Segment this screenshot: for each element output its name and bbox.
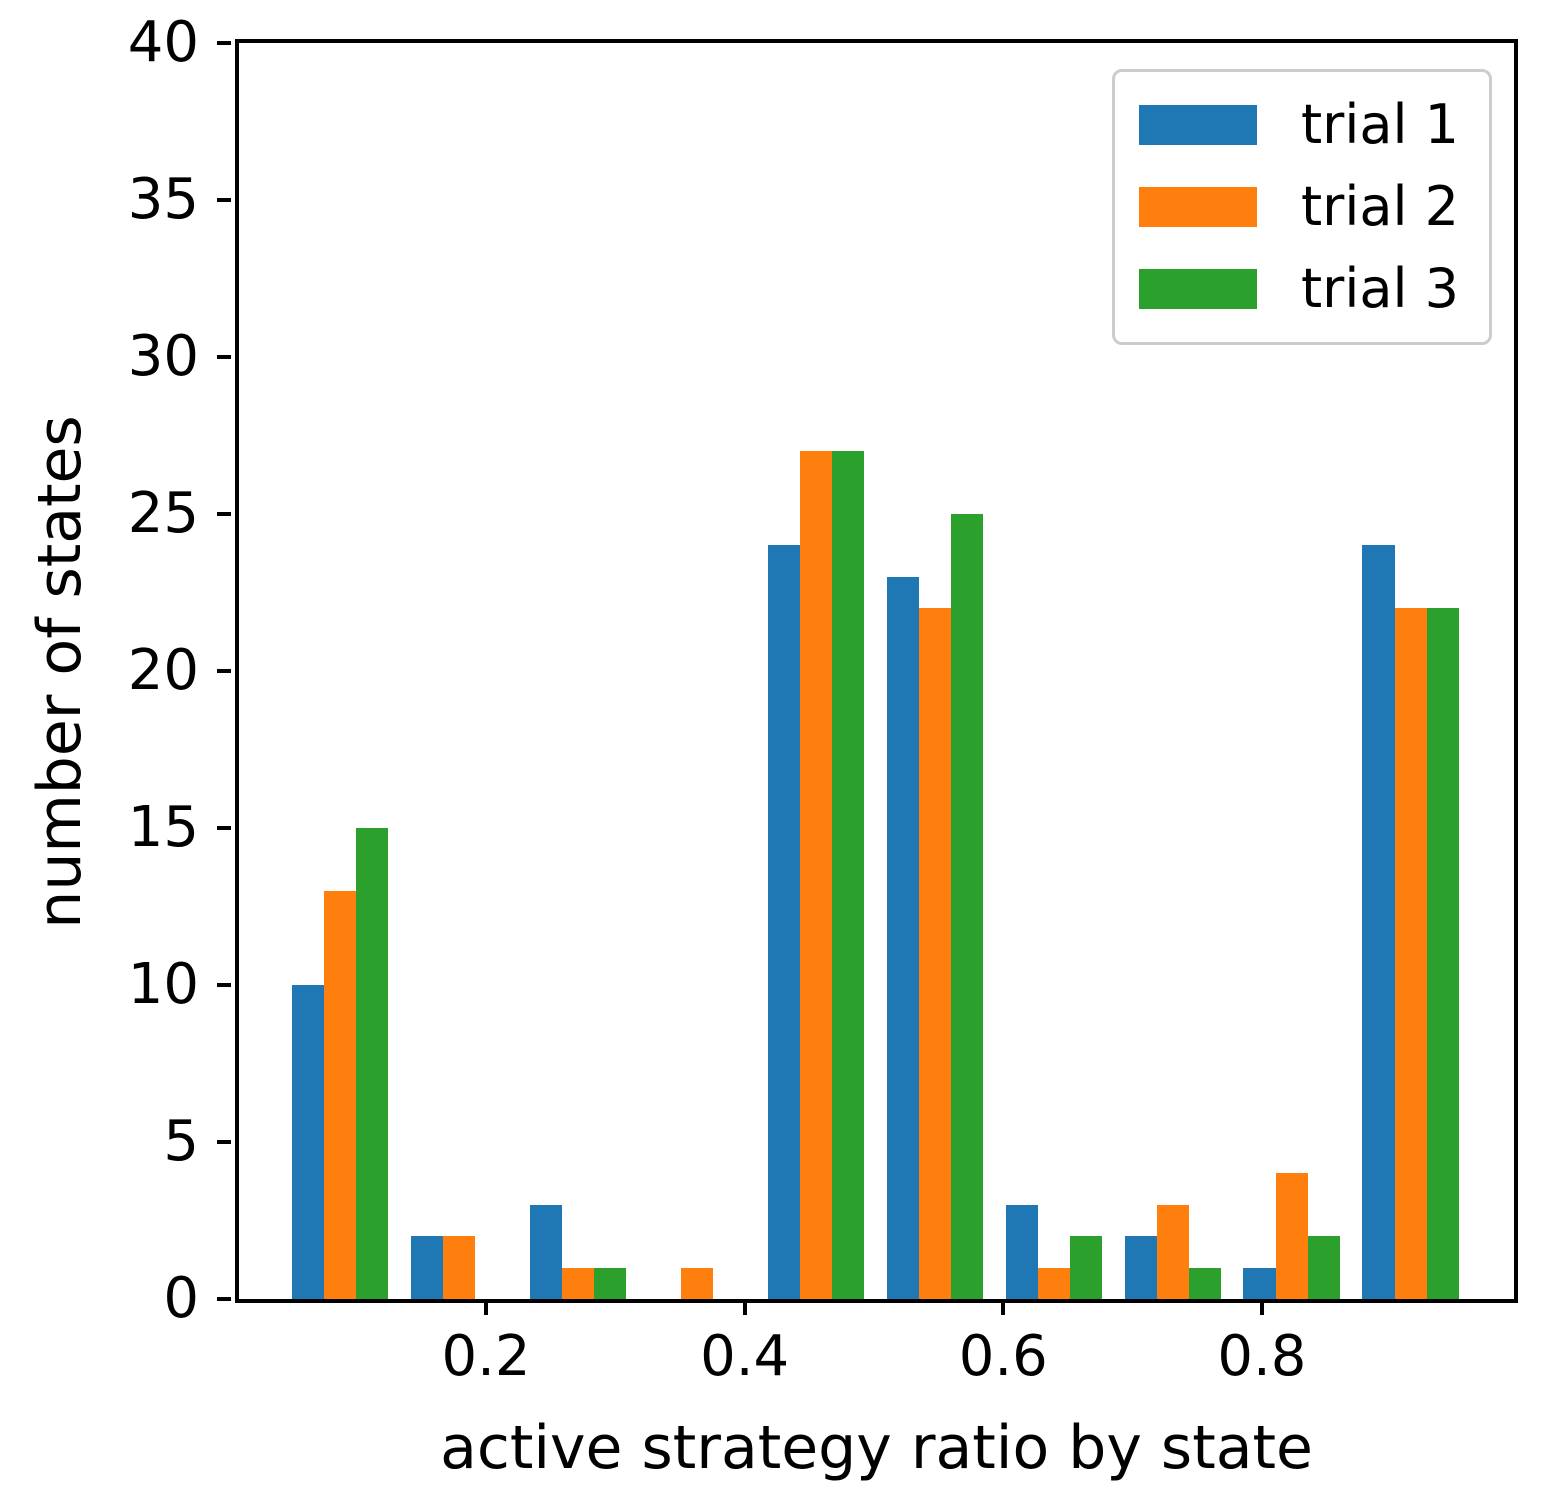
bar-trial-3-bin-8	[1307, 1236, 1340, 1299]
bar-trial-3-bin-0	[355, 828, 388, 1299]
legend-swatch-trial-2-icon	[1139, 187, 1257, 227]
bar-trial-2-bin-9	[1394, 608, 1427, 1299]
plot-canvas: 0 5 10 15 20 25 30 35 40 0.2 0.4 0.6 0.8	[128, 11, 1514, 1389]
y-tick-30	[217, 355, 231, 359]
x-tick-label-0.2: 0.2	[441, 1324, 531, 1389]
bar-trial-2-bin-4	[799, 451, 832, 1299]
y-tick-15	[217, 826, 231, 830]
x-tick-label-0.6: 0.6	[958, 1324, 1048, 1389]
legend-item-trial-3: trial 3	[1139, 260, 1489, 318]
bar-trial-3-bin-7	[1188, 1267, 1221, 1299]
y-tick-20	[217, 669, 231, 673]
bar-trial-3-bin-5	[950, 514, 983, 1299]
bar-trial-1-bin-0	[291, 985, 324, 1299]
x-tick-0.4	[742, 1299, 747, 1315]
bar-trial-2-bin-1	[442, 1236, 475, 1299]
x-tick-label-0.8: 0.8	[1217, 1324, 1307, 1389]
legend-swatch-trial-3-icon	[1139, 269, 1257, 309]
y-tick-35	[217, 198, 231, 202]
bar-trial-2-bin-7	[1156, 1204, 1189, 1299]
bar-trial-3-bin-2	[593, 1267, 626, 1299]
y-tick-label-10: 10	[127, 952, 199, 1017]
bar-trial-2-bin-2	[561, 1267, 594, 1299]
x-tick-label-0.4: 0.4	[700, 1324, 790, 1389]
y-tick-0	[217, 1297, 231, 1301]
legend-label-trial-3: trial 3	[1301, 257, 1459, 320]
bar-trial-1-bin-6	[1005, 1204, 1038, 1299]
bar-trial-2-bin-0	[323, 890, 356, 1299]
bar-trial-3-bin-6	[1069, 1236, 1102, 1299]
legend-label-trial-1: trial 1	[1301, 93, 1459, 156]
y-tick-label-40: 40	[127, 10, 199, 75]
y-tick-label-20: 20	[127, 638, 199, 703]
y-tick-5	[217, 1140, 231, 1144]
legend: trial 1 trial 2 trial 3	[1112, 69, 1492, 345]
bar-trial-1-bin-7	[1124, 1236, 1157, 1299]
bar-trial-3-bin-9	[1426, 608, 1459, 1299]
legend-item-trial-2: trial 2	[1139, 178, 1489, 236]
y-tick-label-5: 5	[163, 1109, 199, 1174]
bar-trial-1-bin-8	[1243, 1267, 1276, 1299]
bar-trial-1-bin-1	[410, 1236, 443, 1299]
x-tick-0.2	[483, 1299, 488, 1315]
y-tick-label-30: 30	[127, 324, 199, 389]
x-tick-0.6	[1001, 1299, 1006, 1315]
bar-trial-2-bin-6	[1037, 1267, 1070, 1299]
y-axis-label: number of states	[25, 415, 95, 929]
x-axis-label: active strategy ratio by state	[440, 1413, 1313, 1483]
bar-trial-1-bin-4	[767, 545, 800, 1299]
bar-trial-2-bin-8	[1275, 1173, 1308, 1299]
bar-trial-1-bin-2	[529, 1204, 562, 1299]
x-tick-0.8	[1259, 1299, 1264, 1315]
bar-trial-3-bin-4	[831, 451, 864, 1299]
y-tick-25	[217, 512, 231, 516]
bar-trial-2-bin-3	[680, 1267, 713, 1299]
y-tick-40	[217, 41, 231, 45]
bar-trial-2-bin-5	[918, 608, 951, 1299]
legend-label-trial-2: trial 2	[1301, 175, 1459, 238]
y-tick-label-25: 25	[127, 481, 199, 546]
y-tick-label-35: 35	[127, 167, 199, 232]
y-tick-label-15: 15	[127, 795, 199, 860]
bar-trial-1-bin-5	[886, 576, 919, 1299]
y-tick-10	[217, 983, 231, 987]
legend-swatch-trial-1-icon	[1139, 105, 1257, 145]
legend-item-trial-1: trial 1	[1139, 96, 1489, 154]
bar-trial-1-bin-9	[1362, 545, 1395, 1299]
y-tick-label-0: 0	[163, 1266, 199, 1331]
